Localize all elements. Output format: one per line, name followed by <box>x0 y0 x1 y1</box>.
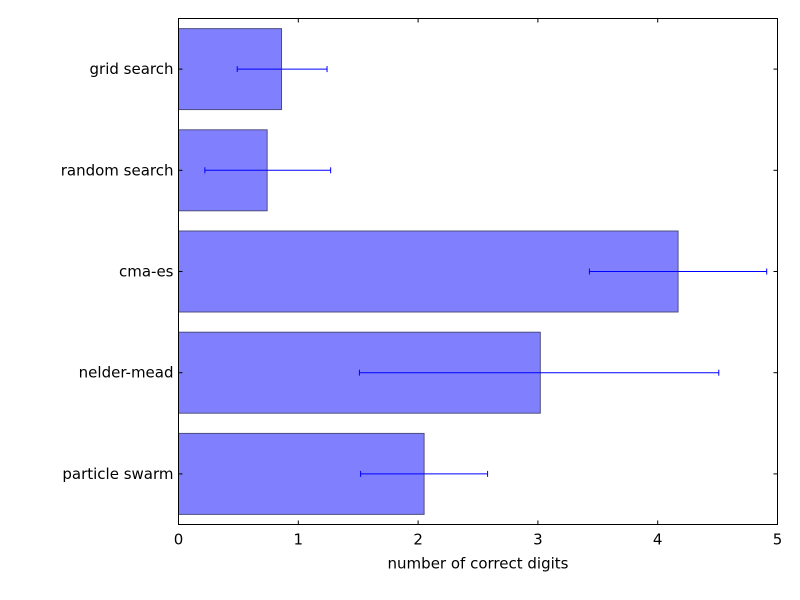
x-tick-label-1: 1 <box>294 531 304 549</box>
x-tick-labels: 0 1 2 3 4 5 <box>174 531 783 549</box>
ticks-group <box>178 18 778 525</box>
errorbar-random-search <box>204 167 332 174</box>
x-axis-label: number of correct digits <box>388 555 569 573</box>
errorbar-cma-es <box>588 268 768 275</box>
x-tick-label-3: 3 <box>533 531 543 549</box>
y-tick-label-random-search: random search <box>61 161 174 179</box>
x-tick-label-2: 2 <box>413 531 423 549</box>
y-tick-label-grid-search: grid search <box>90 60 174 78</box>
x-tick-label-5: 5 <box>773 531 783 549</box>
errorbar-nelder-mead <box>358 369 720 376</box>
y-tick-label-cma-es: cma-es <box>119 263 174 281</box>
errorbar-grid-search <box>236 66 328 73</box>
y-tick-labels: grid search random search cma-es nelder-mea… <box>61 60 174 483</box>
x-tick-label-4: 4 <box>653 531 663 549</box>
errorbars-group <box>204 66 768 477</box>
x-tick-label-0: 0 <box>174 531 184 549</box>
errorbar-particle-swarm <box>360 470 489 477</box>
y-tick-label-nelder-mead: nelder-mead <box>79 364 174 382</box>
y-tick-label-particle-swarm: particle swarm <box>62 465 173 483</box>
